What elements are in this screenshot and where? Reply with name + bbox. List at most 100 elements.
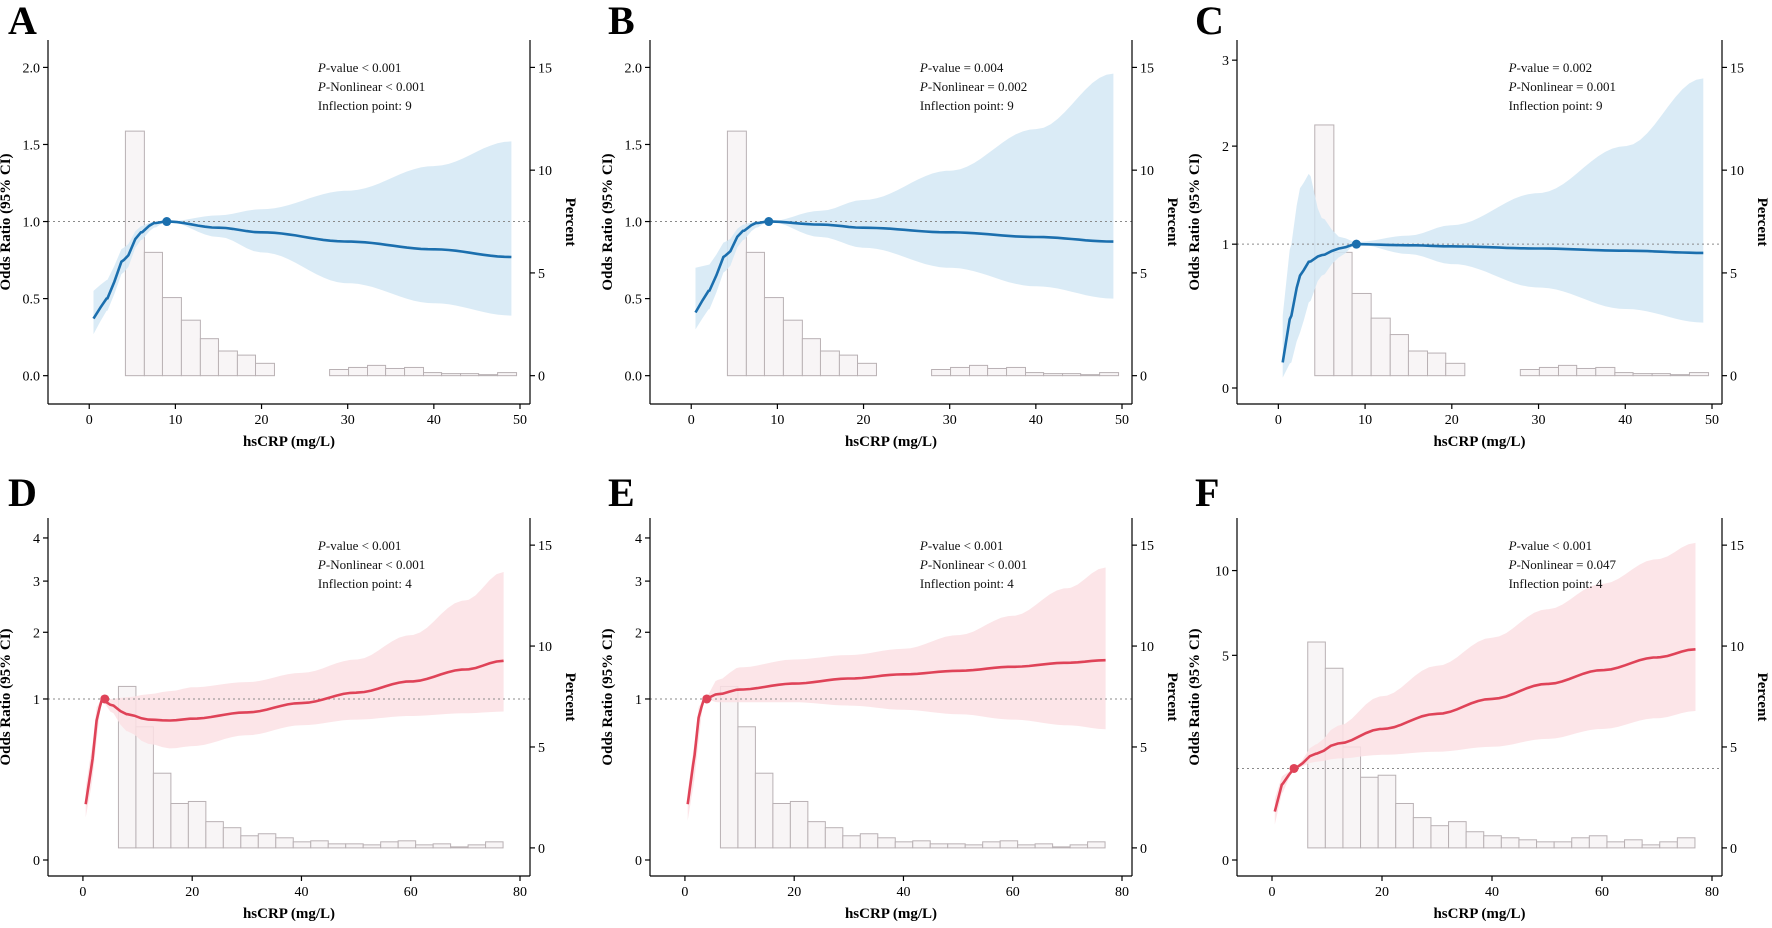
- x-tick-label: 0: [1269, 885, 1276, 900]
- hist-bar: [397, 840, 417, 849]
- hist-bar: [1659, 841, 1678, 849]
- x-tick-label: 30: [1532, 413, 1546, 428]
- hist-bar: [222, 827, 242, 849]
- hist-bar: [964, 844, 984, 849]
- hist-bar: [842, 835, 861, 849]
- y-tick-label: 2.0: [625, 61, 643, 76]
- hist-bar: [205, 821, 224, 849]
- x-tick-label: 60: [1006, 885, 1020, 900]
- hist-bar: [467, 844, 487, 849]
- hist-bar: [1025, 372, 1045, 377]
- hist-bar: [1043, 373, 1064, 377]
- hist-bar: [292, 841, 312, 849]
- hist-bar: [1377, 774, 1397, 849]
- hist-bar: [772, 802, 791, 849]
- axes: 0 10 20 30 40 50 0.0 0.5 1.0 1.5 2.0 0 5 10 15: [23, 40, 552, 428]
- annotation-line: P-value = 0.002: [1508, 60, 1593, 75]
- hist-bar: [857, 362, 877, 377]
- hist-bar: [1370, 317, 1391, 377]
- y-axis-title: Odds Ratio (95% CI): [600, 153, 616, 290]
- hist-bar: [745, 251, 765, 377]
- y2-tick-label: 0: [1730, 842, 1737, 857]
- hist-bar: [327, 843, 347, 849]
- histogram: [1307, 641, 1696, 849]
- x-tick-label: 30: [943, 413, 957, 428]
- hist-bar: [1483, 835, 1502, 849]
- y-tick-label: 4: [33, 532, 40, 547]
- y-tick-label: 0: [635, 854, 642, 869]
- inflection-point: [162, 217, 172, 227]
- x-tick-label: 40: [294, 885, 308, 900]
- hist-bar: [450, 846, 469, 849]
- y-tick-label: 2: [33, 626, 40, 641]
- hist-bar: [877, 837, 896, 849]
- annotation-line: Inflection point: 4: [920, 576, 1014, 591]
- y2-tick-label: 15: [1730, 539, 1744, 554]
- panel-letter: E: [608, 470, 635, 515]
- hist-bar: [1052, 846, 1071, 849]
- annotation-line: P-value < 0.001: [919, 538, 1004, 553]
- y-tick-label: 0.0: [625, 370, 643, 385]
- x-tick-label: 40: [1029, 413, 1043, 428]
- hist-bar: [1624, 839, 1643, 849]
- hist-bar: [367, 364, 387, 377]
- axes: 0 20 40 60 80 0 5 10 0 5 10 15: [1215, 518, 1744, 900]
- hist-bar: [1427, 352, 1447, 377]
- x-tick-label: 20: [255, 413, 269, 428]
- x-tick-label: 10: [168, 413, 182, 428]
- x-tick-label: 30: [341, 413, 355, 428]
- panel-letter: D: [8, 470, 37, 515]
- hist-bar: [348, 366, 369, 377]
- hist-bar: [1588, 835, 1608, 849]
- annotation-line: P-value < 0.001: [317, 60, 402, 75]
- hist-bar: [982, 841, 1001, 849]
- hist-bar: [947, 843, 966, 849]
- y2-tick-label: 10: [538, 164, 552, 179]
- hist-bar: [737, 726, 756, 849]
- hist-bar: [1069, 844, 1089, 849]
- annotation-line: P-Nonlinear = 0.001: [1508, 79, 1616, 94]
- annotation-line: P-value = 0.004: [919, 60, 1004, 75]
- hist-bar: [824, 827, 844, 849]
- y2-tick-label: 5: [1140, 267, 1147, 282]
- hist-bar: [485, 841, 504, 849]
- hist-bar: [1571, 837, 1590, 849]
- annotation-line: Inflection point: 4: [1509, 576, 1603, 591]
- y2-tick-label: 10: [1730, 164, 1744, 179]
- y2-tick-label: 10: [538, 640, 552, 655]
- y-tick-label: 1: [1222, 238, 1229, 253]
- hist-bar: [894, 841, 914, 849]
- x-axis-title: hsCRP (mg/L): [1433, 906, 1525, 922]
- y-tick-label: 0.5: [23, 293, 41, 308]
- hist-bar: [950, 366, 971, 377]
- hist-bar: [1632, 373, 1653, 377]
- annotation-line: Inflection point: 9: [318, 98, 412, 113]
- x-axis-title: hsCRP (mg/L): [845, 434, 937, 450]
- y-axis-title: Odds Ratio (95% CI): [0, 153, 14, 290]
- ci-band: [695, 73, 1114, 330]
- hist-bar: [929, 843, 949, 849]
- hist-bar: [1641, 844, 1661, 849]
- y-tick-label: 0.5: [625, 293, 643, 308]
- hist-bar: [1576, 367, 1597, 377]
- ci-band: [687, 567, 1106, 821]
- x-tick-label: 50: [1115, 413, 1129, 428]
- hist-bar: [1676, 837, 1696, 849]
- x-tick-label: 20: [1445, 413, 1459, 428]
- y-axis-title: Odds Ratio (95% CI): [600, 628, 616, 765]
- hist-bar: [217, 350, 238, 377]
- annotation-line: P-Nonlinear < 0.001: [317, 79, 425, 94]
- hist-bar: [310, 840, 329, 849]
- hist-bar: [1006, 366, 1027, 377]
- x-axis-title: hsCRP (mg/L): [1433, 434, 1525, 450]
- hist-bar: [385, 367, 406, 377]
- hist-bar: [152, 772, 172, 849]
- y2-tick-label: 0: [1140, 842, 1147, 857]
- annotation-line: P-Nonlinear < 0.001: [317, 557, 425, 572]
- hist-bar: [404, 366, 425, 377]
- panel-b: B 0 10 20 30 40 50 0.0 0.5 1.0 1.5 2.0 0 5 10 15 hsCRP (…: [600, 0, 1180, 450]
- y-tick-label: 3: [635, 575, 642, 590]
